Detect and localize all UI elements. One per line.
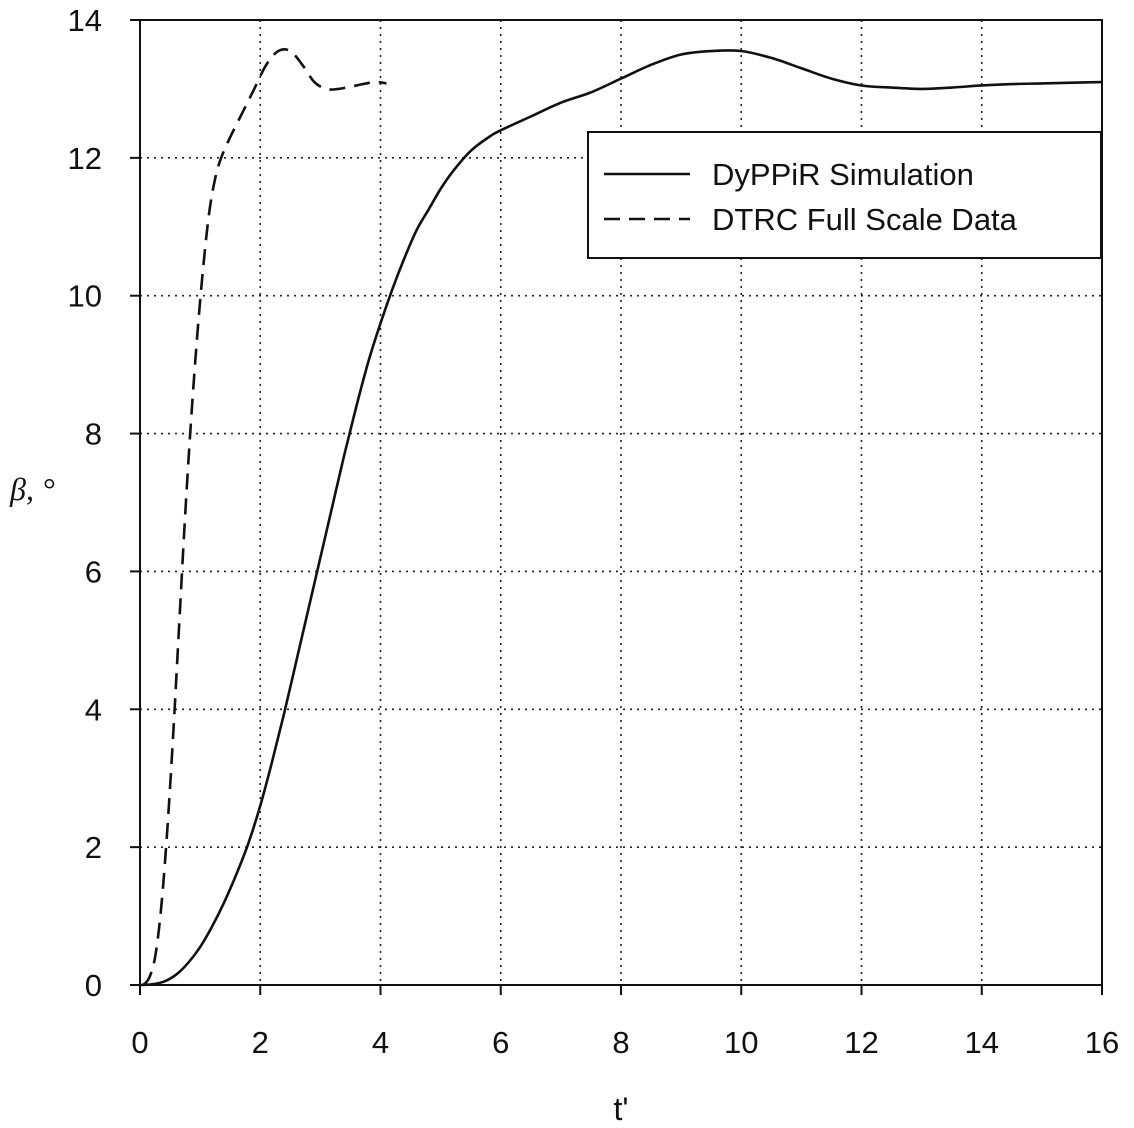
y-tick-label-0: 0 [85,968,102,1003]
y-tick-label-7: 14 [68,3,102,38]
x-axis-label: t' [614,1091,629,1127]
y-tick-label-1: 2 [85,830,102,865]
series-lines [139,47,1103,987]
y-tick-label-6: 12 [68,141,102,176]
x-tick-label-8: 16 [1085,1025,1119,1060]
y-tick-label-3: 6 [85,554,102,589]
x-tick-label-2: 4 [372,1025,389,1060]
series-line-1 [142,47,387,986]
legend-box [587,131,1102,259]
x-tick-label-3: 6 [492,1025,509,1060]
x-tick-label-4: 8 [612,1025,629,1060]
series-line-0 [139,49,1103,987]
y-tick-label-2: 4 [85,692,102,727]
x-tick-label-5: 10 [724,1025,758,1060]
legend-label-0: DyPPiR Simulation [712,157,974,192]
legend-label-1: DTRC Full Scale Data [712,202,1018,237]
x-tick-label-7: 14 [965,1025,999,1060]
legend: DyPPiR Simulation DTRC Full Scale Data [587,131,1102,259]
axis-ticks: 0 2 4 6 8 10 12 14 16 0 2 4 6 8 10 12 14 [68,3,1120,1060]
y-tick-label-5: 10 [68,279,102,314]
x-tick-label-6: 12 [844,1025,878,1060]
y-tick-label-4: 8 [85,417,102,452]
x-tick-label-1: 2 [252,1025,269,1060]
x-tick-label-0: 0 [131,1025,148,1060]
y-axis-label: β, ° [9,471,55,507]
